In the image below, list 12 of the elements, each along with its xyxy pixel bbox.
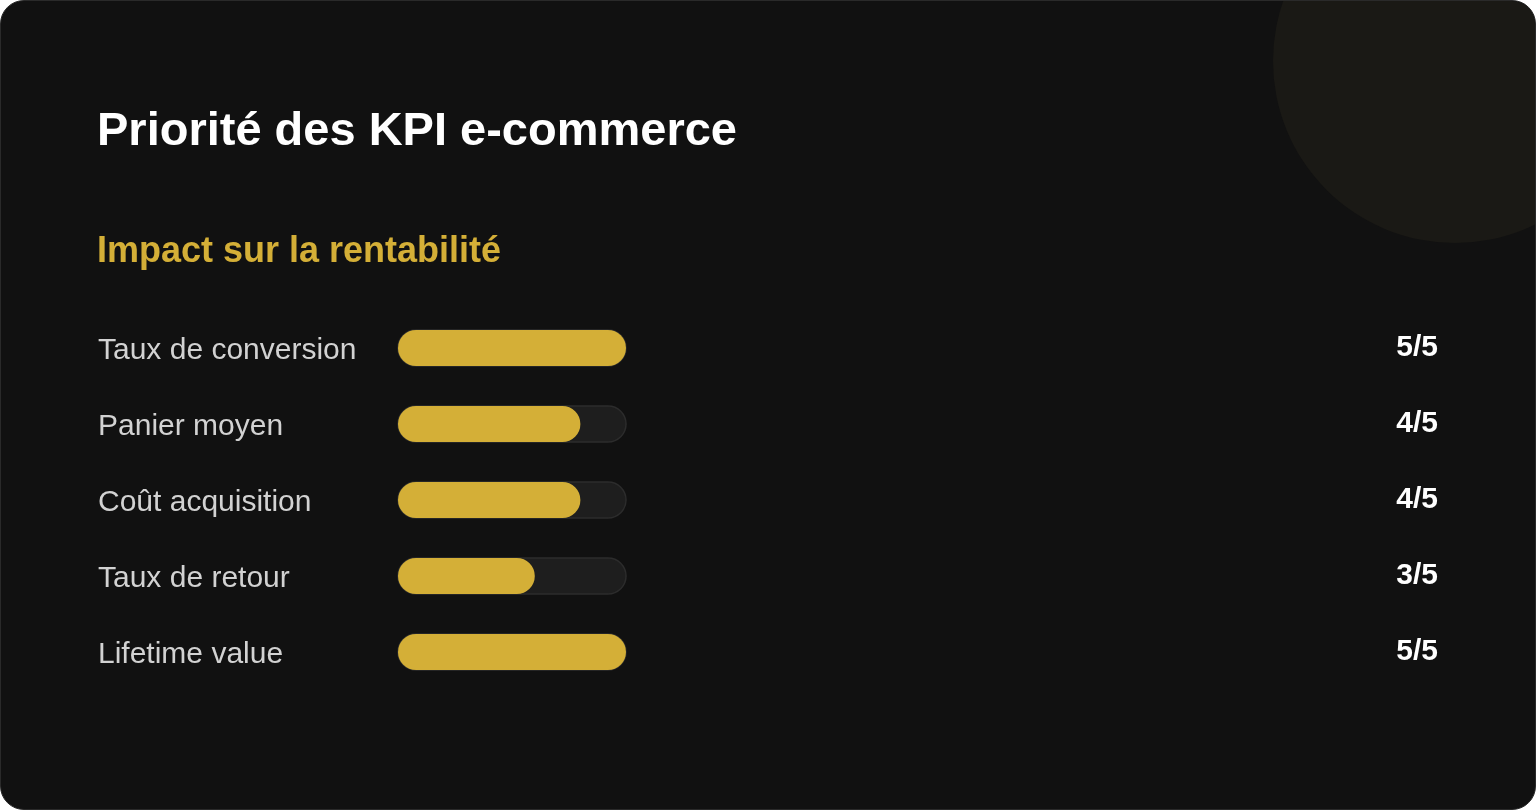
y-tick-label: Lifetime value xyxy=(98,635,284,669)
data-label: 3/5 xyxy=(1396,556,1438,590)
chart-title: Priorité des KPI e-commerce xyxy=(97,102,737,155)
y-tick-label: Taux de retour xyxy=(98,559,290,593)
data-label: 4/5 xyxy=(1396,480,1438,514)
y-tick-label: Coût acquisition xyxy=(98,483,312,517)
chart-subtitle: Impact sur la rentabilité xyxy=(97,228,502,270)
data-label: 5/5 xyxy=(1396,632,1438,666)
data-label: 5/5 xyxy=(1396,328,1438,362)
data-label: 4/5 xyxy=(1396,404,1438,438)
y-tick-label: Panier moyen xyxy=(98,407,284,441)
y-tick-label: Taux de conversion xyxy=(98,331,357,365)
